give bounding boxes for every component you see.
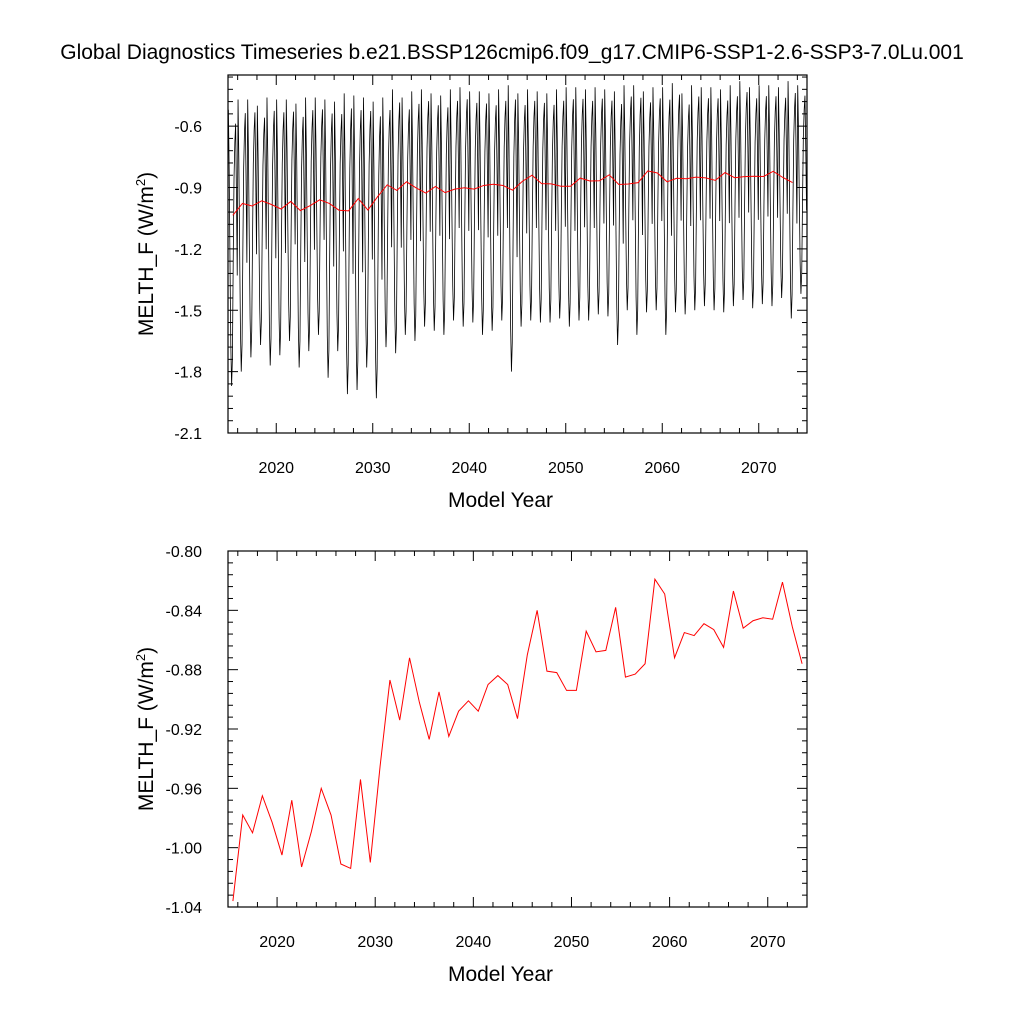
x-tick-label-2: 2040 bbox=[456, 934, 492, 951]
x-tick-label-2: 2070 bbox=[750, 934, 786, 951]
x-tick-label-2: 2050 bbox=[554, 934, 590, 951]
y-axis-label-2: MELTH_F (W/m2) bbox=[133, 647, 158, 811]
x-tick-label-1: 2060 bbox=[644, 460, 680, 477]
y-tick-label-2: -1.04 bbox=[166, 900, 203, 917]
x-tick-label-1: 2070 bbox=[741, 460, 777, 477]
y-tick-label-2: -1.00 bbox=[166, 841, 203, 858]
x-tick-label-1: 2020 bbox=[258, 460, 294, 477]
x-axis-label-1: Model Year bbox=[448, 489, 553, 512]
y-tick-label-1: -1.2 bbox=[174, 242, 202, 259]
x-tick-label-2: 2020 bbox=[259, 934, 295, 951]
x-tick-label-1: 2050 bbox=[548, 460, 584, 477]
y-tick-label-2: -0.92 bbox=[166, 722, 203, 739]
y-axis-label-1: MELTH_F (W/m2) bbox=[133, 172, 158, 336]
y-tick-label-1: -1.8 bbox=[174, 365, 202, 382]
figure-title: Global Diagnostics Timeseries b.e21.BSSP… bbox=[60, 41, 964, 64]
x-tick-label-1: 2030 bbox=[355, 460, 391, 477]
x-axis-label-2: Model Year bbox=[448, 963, 553, 986]
plot-frame-2 bbox=[227, 550, 808, 908]
plot-frame-1 bbox=[227, 74, 808, 434]
x-tick-label-2: 2060 bbox=[652, 934, 688, 951]
y-tick-label-1: -0.6 bbox=[174, 119, 202, 136]
series-monthly-line-1 bbox=[227, 81, 807, 399]
y-tick-label-1: -0.9 bbox=[174, 181, 202, 198]
y-tick-label-2: -0.96 bbox=[166, 781, 203, 798]
y-tick-label-2: -0.80 bbox=[166, 544, 203, 561]
y-tick-label-1: -1.5 bbox=[174, 303, 202, 320]
series-annual-line-1 bbox=[232, 170, 793, 216]
series-annual-line-2 bbox=[232, 577, 803, 902]
y-tick-label-2: -0.84 bbox=[166, 603, 203, 620]
x-tick-label-1: 2040 bbox=[451, 460, 487, 477]
x-tick-label-2: 2030 bbox=[357, 934, 393, 951]
y-tick-label-2: -0.88 bbox=[166, 663, 203, 680]
y-tick-label-1: -2.1 bbox=[174, 426, 202, 443]
